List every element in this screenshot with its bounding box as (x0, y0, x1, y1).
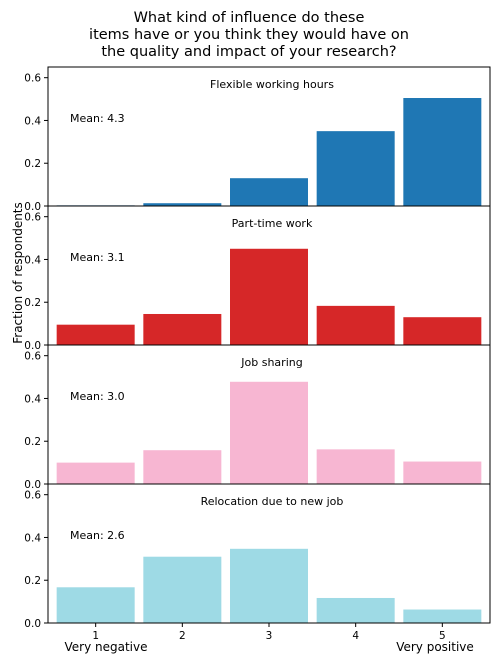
chart-title-line-2: items have or you think they would have … (89, 27, 409, 43)
chart-panels: 0.0 0.2 0.4 0.6 Flexible working hours Mean: … (24, 66, 491, 630)
subplot-title-1: Flexible working hours (210, 78, 334, 91)
y-axis-label: Fraction of respondents (11, 202, 25, 344)
y-tick-label-2-3: 0.6 (24, 211, 41, 223)
bar-panel-2-cat-4 (316, 305, 395, 345)
x-tick-label-3: 3 (266, 630, 273, 642)
y-tick-label-3-2: 0.4 (24, 393, 41, 405)
bar-panel-4-cat-4 (316, 597, 395, 623)
panel-1: 0.0 0.2 0.4 0.6 Flexible working hours Mean: … (24, 66, 491, 213)
mean-label-2: Mean: 3.1 (70, 251, 125, 264)
subplot-title-2: Part-time work (232, 217, 313, 230)
chart-title-line-1: What kind of influence do these (133, 10, 365, 26)
y-tick-label-4-3: 0.6 (24, 489, 41, 501)
y-tick-label-4-0: 0.0 (24, 618, 41, 630)
bar-panel-1-cat-4 (316, 131, 395, 206)
x-tick-label-5: 5 (439, 630, 446, 642)
x-caption-very-positive: Very positive (396, 640, 474, 654)
y-tick-label-1-0: 0.0 (24, 201, 41, 213)
panel-2: 0.0 0.2 0.4 0.6 Part-time work Mean: 3.1 (24, 205, 491, 352)
y-tick-label-2-1: 0.2 (24, 297, 41, 309)
bar-panel-3-cat-1 (56, 462, 135, 484)
bar-panel-4-cat-5 (403, 609, 482, 623)
x-tick-label-1: 1 (92, 630, 99, 642)
x-axis: 1 2 3 4 5 (92, 623, 446, 642)
bar-panel-4-cat-2 (143, 556, 222, 623)
y-tick-label-2-2: 0.4 (24, 254, 41, 266)
bar-panel-3-cat-4 (316, 449, 395, 484)
panel-3: 0.0 0.2 0.4 0.6 Job sharing Mean: 3.0 (24, 344, 491, 491)
chart-title-line-3: the quality and impact of your research? (101, 44, 397, 60)
y-tick-label-2-0: 0.0 (24, 340, 41, 352)
bar-panel-2-cat-1 (56, 324, 135, 345)
y-tick-label-3-0: 0.0 (24, 479, 41, 491)
y-tick-label-1-3: 0.6 (24, 72, 41, 84)
y-tick-label-3-3: 0.6 (24, 350, 41, 362)
bar-panel-4-cat-1 (56, 587, 135, 623)
y-tick-label-4-1: 0.2 (24, 575, 41, 587)
y-tick-label-1-2: 0.4 (24, 115, 41, 127)
mean-label-3: Mean: 3.0 (70, 390, 125, 403)
x-tick-label-4: 4 (352, 630, 359, 642)
x-tick-label-2: 2 (179, 630, 186, 642)
y-tick-label-3-1: 0.2 (24, 436, 41, 448)
subplot-title-3: Job sharing (240, 356, 302, 369)
mean-label-4: Mean: 2.6 (70, 529, 125, 542)
chart-title: What kind of influence do these items ha… (0, 10, 498, 61)
bar-panel-3-cat-2 (143, 450, 222, 484)
bar-panel-1-cat-3 (230, 178, 308, 206)
bar-panel-2-cat-3 (230, 248, 308, 345)
bar-panel-3-cat-5 (403, 461, 482, 484)
panel-4: 0.0 0.2 0.4 0.6 Relocation due to new job Mea… (24, 483, 491, 630)
bar-panel-3-cat-3 (230, 381, 308, 484)
mean-label-1: Mean: 4.3 (70, 112, 125, 125)
x-caption-very-negative: Very negative (65, 640, 148, 654)
bar-panel-4-cat-3 (230, 548, 308, 623)
bar-panel-2-cat-5 (403, 317, 482, 345)
bar-panel-1-cat-2 (143, 203, 222, 206)
bar-panel-1-cat-5 (403, 98, 482, 206)
subplot-title-4: Relocation due to new job (201, 495, 344, 508)
y-tick-label-1-1: 0.2 (24, 158, 41, 170)
bar-panel-2-cat-2 (143, 313, 222, 345)
y-tick-label-4-2: 0.4 (24, 532, 41, 544)
